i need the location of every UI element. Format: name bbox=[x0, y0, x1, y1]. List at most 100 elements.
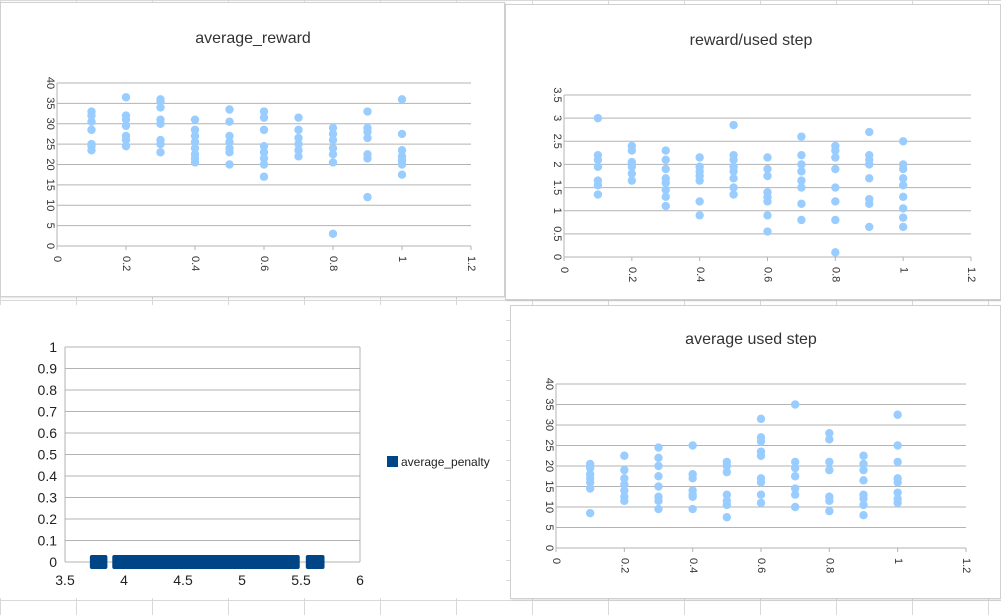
average_used_step-x-tick-label: 1 bbox=[892, 558, 904, 564]
average_used_step-data-point bbox=[859, 459, 868, 469]
average_used_step-data-point bbox=[620, 486, 629, 495]
average_penalty-y-tick-label: 0.5 bbox=[38, 447, 58, 463]
average_used_step-data-point bbox=[654, 496, 663, 506]
average_used_step-data-point bbox=[688, 492, 697, 501]
reward_per_used_step-x-tick-label: 0.6 bbox=[762, 267, 774, 282]
average_reward-y-tick-label: 15 bbox=[44, 179, 56, 191]
reward_per_used_step-data-point bbox=[661, 146, 670, 155]
average_penalty-y-tick-label: 0.3 bbox=[38, 490, 58, 506]
average_reward-data-point bbox=[225, 137, 234, 147]
average_used_step-data-point bbox=[893, 441, 902, 450]
average_used_step-data-point bbox=[756, 414, 766, 424]
reward_per_used_step-data-point bbox=[865, 174, 874, 183]
average_reward-data-point bbox=[225, 105, 234, 114]
average_penalty-legend-swatch bbox=[387, 456, 398, 467]
chart-average-used-step[interactable]: average used step 0 5 10 15 20 25 30 35 40 0 0.2 0.4… bbox=[510, 305, 1001, 599]
average_used_step-y-tick-label: 15 bbox=[543, 480, 555, 492]
average_reward-data-point bbox=[328, 129, 338, 139]
reward_per_used_step-x-tick-label: 0.2 bbox=[626, 267, 638, 282]
average_reward-data-point bbox=[328, 229, 338, 238]
average_used_step-data-point bbox=[722, 513, 732, 522]
reward_per_used_step-data-point bbox=[627, 162, 637, 171]
average_penalty-x-tick-label: 5.5 bbox=[291, 572, 311, 588]
average_reward-data-point bbox=[259, 107, 269, 116]
chart-reward-per-used-step[interactable]: reward/used step 0 0.5 1 1.5 2 2.5 3 3.5 0 0.2 0.4 0… bbox=[505, 4, 1001, 300]
average_used_step-data-point bbox=[756, 451, 766, 460]
average_used_step-data-point bbox=[756, 490, 766, 499]
reward_per_used_step-data-point bbox=[797, 176, 806, 185]
reward_per_used_step-data-point bbox=[797, 215, 806, 225]
average_used_step-data-point bbox=[585, 484, 595, 493]
average_used_step-data-point bbox=[756, 437, 766, 446]
average_reward-data-point bbox=[87, 111, 96, 120]
chart-average-penalty[interactable]: 0 0.1 0.2 0.3 0.4 0.5 0.6 0.7 0.8 0.9 1 3.5 4 4.5 5 5.5… bbox=[0, 305, 506, 598]
average_reward-y-tick-label: 5 bbox=[44, 223, 56, 229]
average_used_step-data-point bbox=[825, 457, 834, 467]
average_used_step-data-point bbox=[620, 465, 629, 475]
average_reward-data-point bbox=[121, 115, 131, 124]
reward_per_used_step-data-point bbox=[695, 153, 704, 162]
reward_per_used_step-y-tick-label: 3.5 bbox=[551, 87, 563, 102]
average_penalty-x-tick-label: 5 bbox=[238, 572, 246, 588]
average_reward-data-point bbox=[363, 192, 372, 202]
reward_per_used_step-data-point bbox=[593, 162, 603, 171]
average_reward-data-point bbox=[294, 133, 303, 143]
reward_per_used_step-data-point bbox=[729, 183, 738, 192]
average_reward-title: average_reward bbox=[195, 30, 311, 47]
reward_per_used_step-data-point bbox=[797, 183, 806, 192]
reward_per_used_step-data-point bbox=[695, 211, 704, 220]
average_reward-data-point bbox=[397, 95, 407, 104]
reward_per_used_step-data-point bbox=[797, 160, 806, 169]
average_reward-data-point bbox=[328, 135, 338, 145]
average_used_step-data-point bbox=[756, 498, 766, 508]
average_used_step-data-point bbox=[893, 488, 902, 497]
reward_per_used_step-data-point bbox=[831, 146, 840, 155]
reward_per_used_step-data-point bbox=[593, 181, 603, 190]
average_penalty-y-tick-label: 0.4 bbox=[38, 468, 58, 484]
average_reward-data-point bbox=[363, 133, 372, 143]
reward_per_used_step-data-point bbox=[627, 176, 637, 185]
reward_per_used_step-data-point bbox=[831, 197, 840, 206]
reward_per_used_step-data-point bbox=[797, 167, 806, 176]
average_reward-data-point bbox=[156, 103, 165, 112]
reward_per_used_step-data-point bbox=[763, 153, 772, 162]
average_reward-data-point bbox=[121, 141, 131, 151]
average_reward-data-point bbox=[259, 160, 269, 169]
reward_per_used_step-data-point bbox=[593, 155, 603, 164]
average_penalty-y-tick-label: 0.8 bbox=[38, 382, 58, 398]
average_reward-data-point bbox=[87, 146, 96, 155]
reward_per_used_step-data-point bbox=[661, 178, 670, 188]
average_reward-data-point bbox=[121, 93, 131, 102]
average_reward-y-tick-label: 20 bbox=[44, 158, 56, 170]
chart-average-reward[interactable]: average_reward 0 5 10 15 20 25 30 35 40 0 0.2 0.4 0.6… bbox=[0, 2, 505, 297]
average_used_step-x-tick-label: 0.8 bbox=[823, 558, 835, 573]
average_reward-data-point bbox=[259, 141, 269, 151]
average_reward-y-tick-label: 40 bbox=[44, 77, 56, 89]
average_used_step-data-point bbox=[620, 474, 629, 483]
average_reward-x-tick-label: 0.2 bbox=[120, 256, 132, 271]
average_reward-data-point bbox=[225, 131, 234, 141]
average_reward-data-point bbox=[190, 158, 200, 167]
average_penalty-y-tick-label: 0 bbox=[49, 554, 57, 570]
reward-per-used-step-plot: reward/used step 0 0.5 1 1.5 2 2.5 3 3.5 0 0.2 0.4 0… bbox=[551, 32, 977, 282]
reward_per_used_step-data-point bbox=[865, 127, 874, 137]
average_used_step-data-point bbox=[585, 508, 595, 518]
average_used_step-data-point bbox=[654, 482, 663, 491]
average_used_step-data-point bbox=[893, 410, 902, 419]
average_reward-y-tick-label: 25 bbox=[44, 138, 56, 150]
average_reward-x-tick-label: 0 bbox=[51, 256, 63, 262]
reward_per_used_step-y-tick-label: 2 bbox=[551, 161, 563, 167]
reward_per_used_step-data-point bbox=[797, 150, 806, 160]
average_reward-data-point bbox=[397, 129, 407, 139]
average_reward-data-point bbox=[328, 150, 338, 159]
reward_per_used_step-data-point bbox=[763, 164, 772, 174]
average_used_step-y-tick-label: 30 bbox=[543, 419, 555, 431]
average_reward-data-point bbox=[156, 139, 165, 149]
average_reward-data-point bbox=[259, 125, 269, 135]
reward_per_used_step-data-point bbox=[831, 164, 840, 174]
average_reward-x-tick-label: 0.4 bbox=[189, 256, 201, 271]
reward_per_used_step-data-point bbox=[729, 167, 738, 176]
average_penalty-x-tick-label: 6 bbox=[356, 572, 364, 588]
average_reward-data-point bbox=[294, 113, 303, 122]
reward_per_used_step-x-tick-label: 0.8 bbox=[829, 267, 841, 282]
